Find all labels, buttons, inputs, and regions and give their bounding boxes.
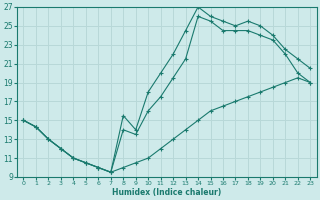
X-axis label: Humidex (Indice chaleur): Humidex (Indice chaleur) bbox=[112, 188, 221, 197]
